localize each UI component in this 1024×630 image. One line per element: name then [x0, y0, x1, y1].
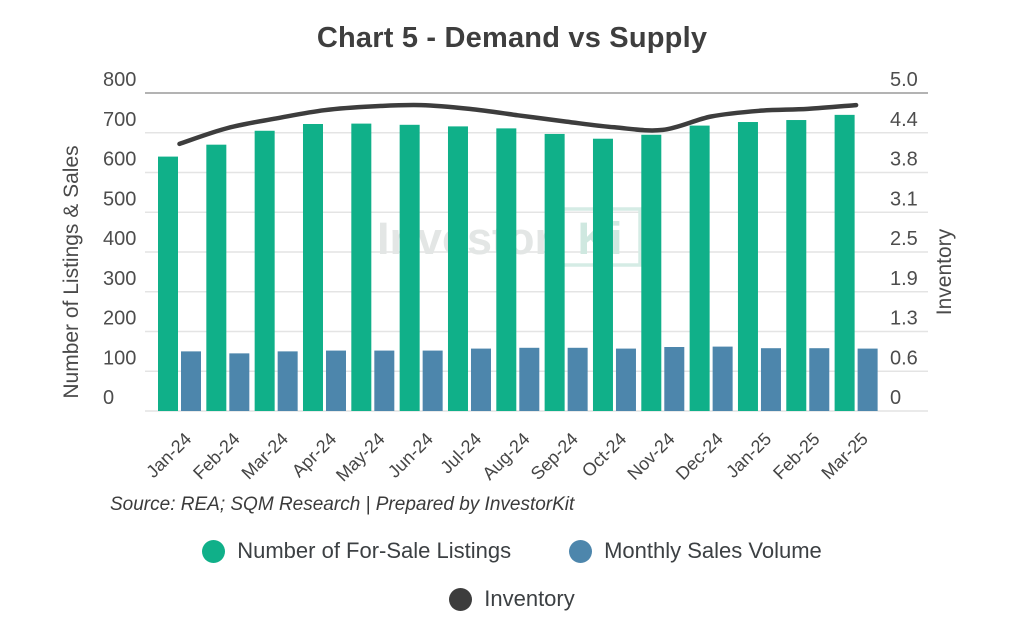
- chart-title: Chart 5 - Demand vs Supply: [316, 22, 708, 54]
- left-axis-tick: 300: [103, 268, 136, 290]
- x-axis-tick: May-24: [332, 429, 389, 486]
- listings-bar: [351, 123, 372, 412]
- left-axis-title: Number of Listings & Sales: [60, 145, 83, 398]
- x-axis-tick: Oct-24: [578, 429, 630, 481]
- right-axis-tick: 0: [890, 387, 901, 409]
- right-axis-title: Inventory: [933, 228, 956, 315]
- sales-bar: [615, 348, 636, 411]
- legend-item-inventory: Inventory: [449, 586, 575, 612]
- right-axis-tick: 5.0: [890, 69, 918, 91]
- sales-bar: [229, 353, 250, 411]
- sales-bar: [277, 351, 298, 411]
- listings-bar: [592, 138, 613, 411]
- x-axis-tick: Sep-24: [527, 429, 582, 484]
- listings-bar: [544, 133, 565, 411]
- legend-label-inventory: Inventory: [484, 586, 575, 611]
- left-axis-tick: 500: [103, 188, 136, 210]
- x-axis-tick: Jan-24: [142, 429, 195, 482]
- right-axis-tick: 4.4: [890, 109, 918, 131]
- right-axis-tick: 3.8: [890, 149, 918, 171]
- listings-bar: [689, 125, 710, 411]
- sales-bar: [809, 348, 830, 411]
- sales-bar: [712, 346, 733, 411]
- listings-bar: [399, 124, 420, 412]
- listings-bar: [302, 124, 323, 411]
- left-axis-tick: 800: [103, 69, 136, 91]
- source-note: Source: REA; SQM Research | Prepared by …: [110, 494, 575, 515]
- left-axis-tick: 200: [103, 308, 136, 330]
- listings-bar: [641, 134, 662, 412]
- legend-label-listings: Number of For-Sale Listings: [237, 538, 512, 563]
- inventory-legend-dot-icon: [449, 587, 473, 611]
- sales-bar: [374, 350, 395, 411]
- x-axis-tick: Jun-24: [384, 429, 437, 482]
- left-axis-tick: 400: [103, 228, 136, 250]
- x-axis-tick: Aug-24: [478, 429, 533, 484]
- listings-bar: [447, 126, 468, 411]
- legend-item-listings: Number of For-Sale Listings: [202, 538, 511, 564]
- listings-legend-dot-icon: [202, 539, 226, 563]
- listings-bar: [254, 130, 275, 411]
- listings-bar: [496, 128, 517, 411]
- legend-row-2: Inventory: [0, 586, 1024, 612]
- sales-bar: [325, 350, 346, 411]
- x-axis-tick: Mar-24: [238, 429, 292, 483]
- x-axis-tick: Feb-25: [769, 429, 823, 483]
- legend-row-1: Number of For-Sale Listings Monthly Sale…: [0, 538, 1024, 564]
- left-axis-tick: 700: [103, 109, 136, 131]
- x-axis-tick: Nov-24: [623, 429, 678, 484]
- x-axis-tick: Jan-25: [722, 429, 775, 482]
- x-axis-tick: Apr-24: [288, 429, 340, 481]
- right-axis-tick: 1.3: [890, 308, 918, 330]
- left-axis-tick: 0: [103, 387, 114, 409]
- listings-bar: [158, 156, 178, 411]
- sales-bar: [181, 351, 201, 411]
- sales-bar: [470, 348, 491, 411]
- left-axis-tick: 600: [103, 149, 136, 171]
- sales-legend-dot-icon: [569, 539, 593, 563]
- listings-bar: [786, 120, 807, 411]
- listings-bar: [206, 144, 227, 412]
- sales-bar: [760, 348, 781, 411]
- x-axis-tick: Dec-24: [672, 429, 727, 484]
- sales-bar: [567, 347, 588, 411]
- left-axis-tick: 100: [103, 347, 136, 369]
- sales-bar: [519, 347, 540, 411]
- sales-bar: [664, 347, 685, 411]
- legend-label-sales: Monthly Sales Volume: [604, 538, 822, 563]
- listings-bar: [737, 122, 758, 411]
- x-axis-tick: Feb-24: [189, 429, 243, 483]
- right-axis-tick: 2.5: [890, 228, 918, 250]
- right-axis-tick: 3.1: [890, 188, 918, 210]
- listings-bar: [834, 114, 855, 412]
- inventory-line: [177, 102, 859, 147]
- sales-bar: [857, 348, 878, 411]
- sales-bar: [422, 350, 443, 411]
- right-axis-tick: 1.9: [890, 268, 918, 290]
- legend-item-sales: Monthly Sales Volume: [569, 538, 822, 564]
- right-axis-tick: 0.6: [890, 347, 918, 369]
- x-axis-tick: Mar-25: [817, 429, 871, 483]
